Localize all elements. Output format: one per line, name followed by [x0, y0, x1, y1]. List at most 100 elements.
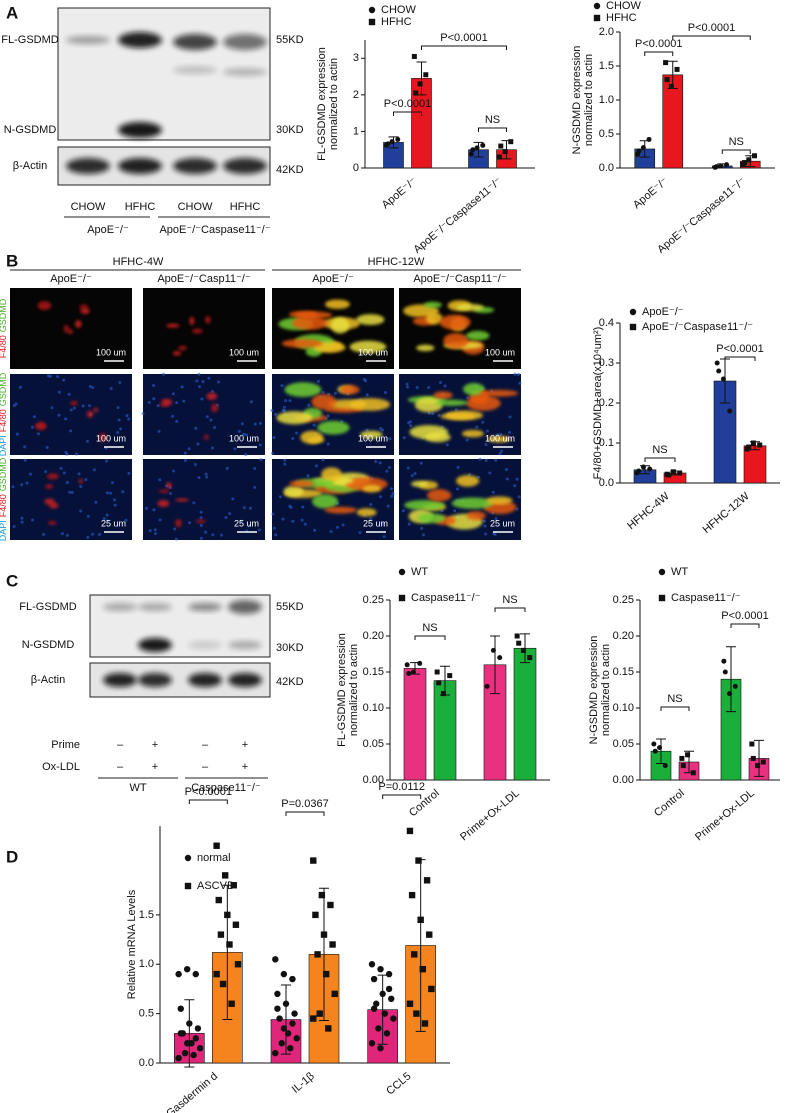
nucleus — [384, 391, 388, 395]
nucleus — [199, 523, 203, 527]
panel-letter: A — [6, 3, 18, 22]
nucleus — [94, 500, 98, 504]
channel-name: GSDMD — [0, 372, 8, 406]
data-point — [742, 160, 748, 166]
x-tick-label: ApoE⁻/⁻Caspase11⁻/⁻ — [411, 175, 504, 256]
nucleus — [253, 422, 257, 426]
y-axis-label: normalized to actin — [328, 58, 340, 150]
stain — [78, 479, 83, 484]
stain — [211, 403, 219, 413]
data-point — [410, 669, 416, 675]
nucleus — [369, 502, 373, 506]
data-point — [514, 633, 520, 639]
nucleus — [153, 532, 157, 536]
nucleus — [284, 399, 288, 403]
nucleus — [358, 531, 362, 535]
legend-marker — [658, 568, 666, 576]
data-point — [289, 975, 296, 983]
nucleus — [105, 491, 109, 495]
panel-letter: D — [6, 847, 18, 866]
annotation: P<0.0001 — [721, 610, 768, 622]
stain — [166, 482, 172, 489]
nucleus — [283, 458, 287, 462]
nucleus — [65, 481, 69, 485]
nucleus — [62, 471, 66, 475]
nucleus — [153, 528, 157, 532]
data-point — [192, 1035, 199, 1042]
data-point — [662, 763, 668, 769]
stain — [163, 398, 173, 406]
data-point — [234, 961, 242, 968]
blot-band — [173, 158, 217, 174]
stain — [80, 308, 90, 315]
stain — [424, 432, 451, 443]
data-point — [732, 683, 738, 689]
nucleus — [456, 465, 460, 469]
error-bar — [726, 646, 736, 713]
stain — [362, 484, 382, 493]
nucleus — [197, 385, 201, 389]
data-point — [274, 1005, 281, 1012]
data-point — [417, 916, 424, 924]
nucleus — [117, 418, 121, 422]
nucleus — [50, 406, 54, 410]
data-point — [389, 139, 395, 145]
data-point — [413, 1010, 420, 1017]
nucleus — [515, 477, 519, 481]
data-point — [310, 1015, 317, 1022]
data-point — [327, 901, 334, 909]
annotation: NS — [422, 622, 437, 634]
nucleus — [194, 426, 198, 430]
nucleus — [56, 375, 60, 379]
nucleus — [438, 380, 442, 384]
nucleus — [389, 487, 393, 491]
stain — [166, 323, 180, 328]
nucleus — [199, 510, 203, 514]
nucleus — [244, 453, 248, 457]
annotation: NS — [485, 114, 500, 126]
nucleus — [171, 392, 175, 396]
nucleus — [211, 533, 215, 537]
data-point — [714, 164, 720, 170]
nucleus — [102, 517, 106, 521]
nucleus — [385, 469, 389, 473]
band-label: N-GSDMD — [22, 639, 75, 651]
nucleus — [59, 466, 63, 470]
data-point — [664, 77, 670, 83]
stain — [461, 429, 484, 438]
nucleus — [484, 532, 488, 536]
size-label: 55KD — [276, 34, 304, 46]
nucleus — [25, 481, 29, 485]
legend-label: ApoE⁻/⁻Caspase11⁻/⁻ — [642, 321, 753, 333]
nucleus — [231, 497, 235, 501]
significance-bracket — [672, 35, 751, 40]
legend-marker — [629, 323, 637, 331]
nucleus — [106, 519, 110, 523]
band-label: FL-GSDMD — [1, 34, 59, 46]
nucleus — [271, 512, 275, 516]
nucleus — [157, 429, 161, 433]
nucleus — [291, 436, 295, 440]
y-axis-label: N-GSDMD expression — [571, 46, 583, 155]
stain — [456, 303, 484, 311]
nucleus — [84, 478, 88, 482]
nucleus — [431, 412, 435, 416]
nucleus — [278, 495, 282, 499]
data-point — [217, 931, 225, 938]
nucleus — [85, 439, 89, 443]
data-point — [325, 1025, 332, 1032]
scale-label: 25 um — [363, 518, 388, 528]
nucleus — [281, 517, 285, 521]
data-point — [498, 143, 504, 149]
y-axis-label: FL-GSDMD expression — [336, 633, 348, 747]
data-point — [651, 741, 657, 747]
nucleus — [518, 381, 522, 385]
nucleus — [516, 372, 520, 376]
data-point — [411, 951, 418, 958]
y-tick-label: 0.20 — [363, 630, 384, 642]
nucleus — [508, 430, 512, 434]
nucleus — [488, 471, 492, 475]
nucleus — [42, 532, 46, 536]
data-point — [480, 142, 486, 148]
x-tick-label: IL-1β — [290, 1070, 317, 1095]
